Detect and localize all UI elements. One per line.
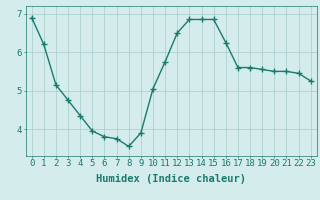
X-axis label: Humidex (Indice chaleur): Humidex (Indice chaleur): [96, 174, 246, 184]
